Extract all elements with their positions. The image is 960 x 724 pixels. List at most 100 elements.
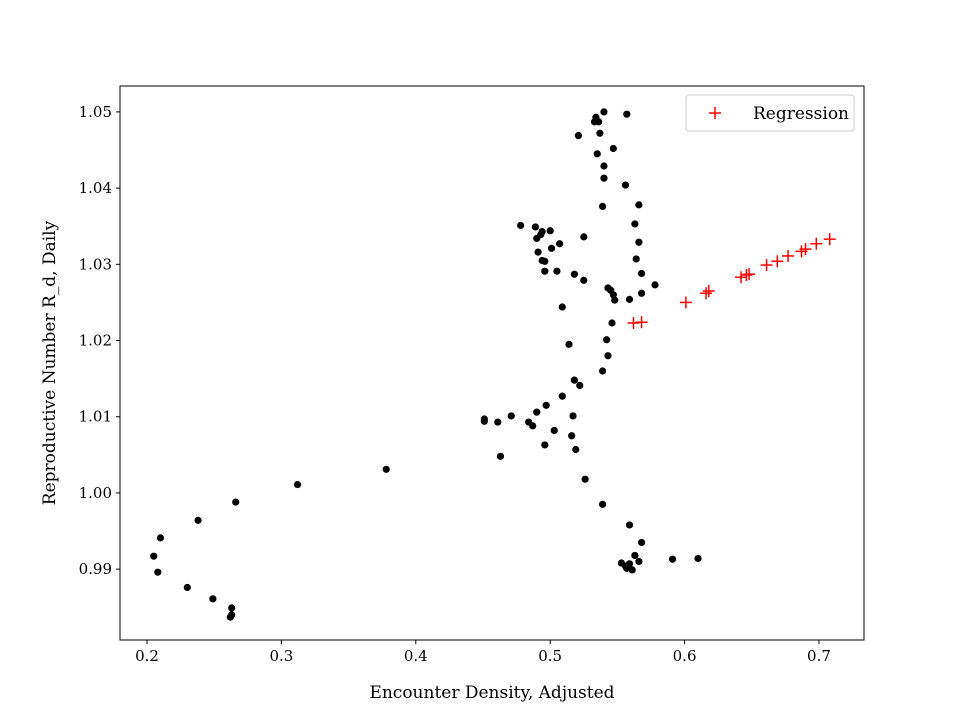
data-point-regression [735, 271, 748, 284]
data-point-observed [546, 227, 554, 235]
data-point-observed [593, 150, 601, 158]
data-point-observed [570, 376, 578, 384]
x-tick-label: 0.2 [135, 647, 159, 665]
data-point-observed [533, 234, 541, 243]
legend: Regression [685, 94, 855, 132]
x-axis-label: Encounter Density, Adjusted [369, 683, 614, 703]
data-point-observed [553, 267, 561, 275]
data-point-observed [600, 108, 608, 116]
data-point-observed [631, 551, 639, 560]
y-tick-label: 1.05 [79, 103, 112, 121]
data-point-observed [600, 174, 608, 182]
data-point-observed [154, 568, 162, 576]
y-tick-label: 1.04 [79, 179, 112, 197]
data-point-observed [580, 276, 588, 284]
data-point-observed [529, 422, 537, 430]
data-point-observed [507, 412, 515, 420]
y-tick-label: 1.00 [79, 484, 112, 502]
data-point-observed [150, 552, 158, 560]
data-point-regression [782, 249, 795, 262]
data-point-regression [627, 316, 640, 329]
data-point-observed [594, 118, 603, 126]
data-point-observed [609, 144, 617, 153]
data-point-observed [209, 595, 217, 603]
data-point-observed [628, 566, 636, 574]
data-point-observed [226, 613, 234, 621]
data-point-observed [635, 557, 643, 566]
legend-box [685, 94, 855, 132]
data-point-observed [542, 401, 550, 409]
data-point-observed [293, 480, 302, 489]
data-point-observed [576, 381, 584, 390]
y-axis-label: Reproductive Number R_d, Daily [40, 220, 60, 505]
data-point-observed [621, 181, 630, 189]
data-point-regression [700, 287, 713, 300]
data-point-regression [760, 259, 773, 272]
data-point-observed [596, 129, 604, 137]
data-point-observed [194, 516, 202, 524]
data-point-observed [541, 267, 549, 275]
x-tick-label: 0.6 [673, 647, 697, 665]
data-point-observed [635, 238, 643, 246]
data-point-observed [547, 244, 556, 252]
data-point-observed [604, 352, 612, 360]
data-point-observed [608, 319, 616, 327]
data-point-observed [183, 583, 191, 592]
data-point-regression [799, 243, 812, 256]
data-point-observed [570, 270, 578, 278]
x-tick-label: 0.5 [538, 647, 562, 665]
data-point-observed [637, 538, 646, 547]
y-axis: 0.99 1.00 1.01 1.02 1.03 1.04 1.05 [79, 103, 120, 578]
data-point-observed [580, 233, 588, 241]
data-point-observed [228, 604, 236, 612]
data-point-observed [632, 255, 640, 263]
data-point-regression [771, 255, 784, 268]
data-point-observed [581, 475, 589, 483]
legend-label-regression: Regression [753, 104, 849, 124]
data-point-observed [569, 412, 577, 420]
y-tick-label: 1.01 [79, 408, 112, 426]
data-point-observed [232, 498, 240, 506]
x-tick-label: 0.4 [404, 647, 428, 665]
plot-frame [119, 85, 865, 641]
data-point-observed [625, 295, 634, 303]
y-tick-label: 0.99 [79, 560, 112, 578]
data-point-regression [635, 316, 648, 329]
data-point-regression [740, 268, 753, 281]
data-point-regression [823, 233, 836, 246]
data-point-observed [558, 303, 566, 311]
data-point-regression [679, 296, 692, 309]
data-point-observed [637, 289, 646, 297]
legend-marker-regression [709, 107, 721, 119]
data-point-regression [743, 268, 756, 281]
data-point-observed [480, 417, 488, 425]
data-point-observed [533, 408, 541, 416]
data-point-observed [623, 110, 631, 118]
data-point-observed [611, 296, 619, 304]
data-point-observed [156, 534, 165, 542]
data-point-observed [382, 465, 390, 473]
data-point-observed [599, 202, 607, 211]
data-point-observed [565, 340, 573, 348]
data-point-observed [496, 452, 505, 460]
data-point-observed [541, 441, 549, 449]
data-point-observed [555, 240, 564, 248]
data-point-observed [550, 426, 558, 435]
data-point-observed [534, 248, 542, 256]
data-point-observed [599, 367, 607, 375]
data-point-observed [603, 336, 611, 344]
y-tick-label: 1.02 [79, 332, 112, 350]
data-point-observed [651, 281, 659, 289]
data-point-regression [702, 284, 715, 297]
data-point-observed [531, 223, 540, 231]
data-point-observed [635, 201, 643, 209]
plot-marks [150, 108, 836, 621]
data-point-observed [694, 554, 702, 563]
y-tick-label: 1.03 [79, 255, 112, 273]
data-point-observed [574, 131, 583, 140]
data-point-observed [558, 392, 566, 400]
x-axis: 0.2 0.3 0.4 0.5 0.6 0.7 [135, 640, 831, 665]
data-point-observed [517, 221, 525, 230]
data-point-regression [810, 237, 823, 250]
